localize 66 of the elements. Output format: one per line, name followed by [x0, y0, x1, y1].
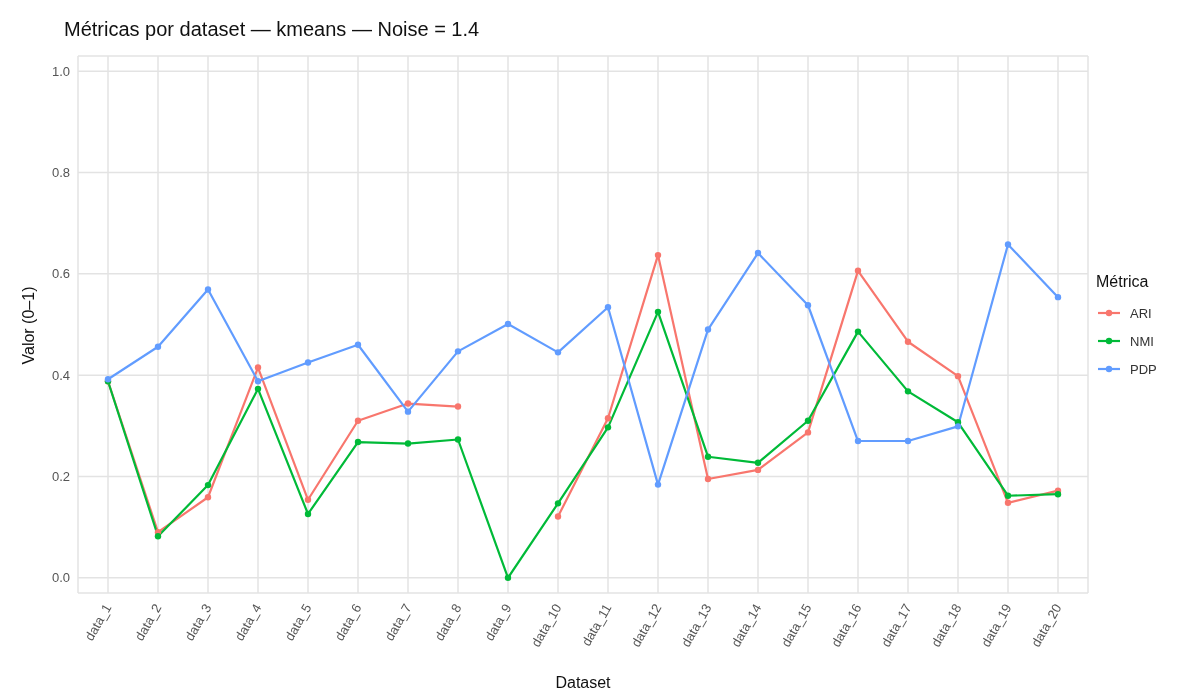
point — [854, 328, 862, 335]
chart-title: Métricas por dataset — kmeans — Noise = 1.4 — [64, 18, 480, 41]
y-tick-label: 0.8 — [51, 165, 70, 181]
point — [204, 286, 212, 293]
point — [754, 466, 762, 474]
point — [454, 403, 462, 410]
point — [804, 429, 812, 436]
y-axis-title: Valor (0–1) — [19, 286, 37, 365]
point — [854, 267, 862, 274]
y-tick-label: 0.4 — [51, 367, 70, 383]
y-tick-label: 0.2 — [51, 469, 70, 485]
point — [704, 453, 712, 460]
point — [354, 417, 362, 424]
y-tick-label: 0.6 — [51, 266, 70, 282]
point — [954, 372, 962, 380]
point — [604, 424, 612, 431]
point — [1004, 499, 1012, 507]
point — [404, 408, 412, 415]
point — [1054, 491, 1062, 498]
point — [254, 378, 262, 385]
point — [754, 249, 762, 257]
y-tick-label: 0.0 — [51, 570, 70, 586]
point — [704, 326, 712, 333]
point — [204, 481, 212, 489]
point — [654, 308, 662, 316]
point — [154, 533, 162, 540]
point — [204, 494, 212, 501]
point — [604, 415, 612, 422]
point — [604, 304, 612, 311]
point — [354, 341, 362, 348]
y-tick-label: 1.0 — [51, 63, 70, 79]
point — [904, 388, 912, 395]
point — [454, 436, 462, 443]
point — [354, 438, 362, 446]
point — [254, 385, 262, 393]
point — [554, 349, 562, 356]
point — [1004, 492, 1012, 499]
point — [954, 423, 962, 430]
point — [504, 320, 512, 328]
legend-label: ARI — [1129, 304, 1153, 323]
point — [1054, 293, 1062, 301]
point — [754, 459, 762, 466]
point — [854, 437, 862, 445]
point — [804, 417, 812, 424]
point — [304, 510, 312, 518]
point — [654, 251, 662, 259]
point — [1004, 241, 1012, 248]
point — [554, 513, 562, 520]
point — [304, 359, 312, 366]
legend-label: NMI — [1129, 332, 1155, 351]
point — [904, 437, 912, 445]
point — [404, 400, 412, 407]
point — [554, 500, 562, 507]
point — [654, 481, 662, 488]
legend-label: PDP — [1129, 360, 1157, 379]
point — [704, 475, 712, 483]
point — [254, 364, 262, 371]
point — [154, 343, 162, 350]
point — [454, 348, 462, 355]
point — [804, 302, 812, 309]
x-axis-title: Dataset — [555, 674, 612, 691]
point — [904, 338, 912, 345]
point — [504, 574, 512, 581]
legend-title: Métrica — [1096, 273, 1150, 291]
point — [404, 440, 412, 447]
point — [304, 496, 312, 503]
